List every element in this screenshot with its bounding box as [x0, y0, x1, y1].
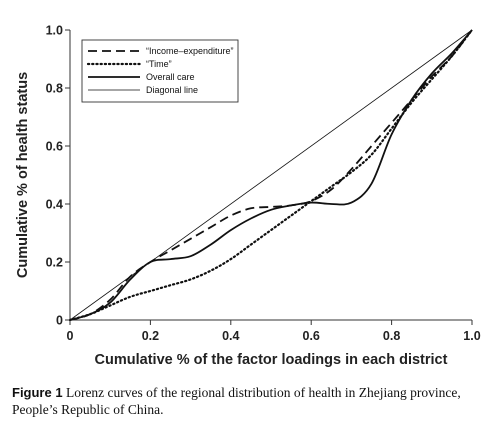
- y-axis-title: Cumulative % of health status: [15, 72, 31, 278]
- legend-label-diagonal-line: Diagonal line: [146, 85, 198, 95]
- x-tick-label: 1.0: [463, 329, 480, 343]
- legend: “Income–expenditure” “Time” Overall care Di…: [81, 39, 239, 103]
- legend-label-overall-care: Overall care: [146, 72, 195, 82]
- legend-label-time: “Time”: [146, 59, 172, 69]
- y-tick-label: 0: [56, 314, 63, 328]
- figure-caption: Figure 1 Lorenz curves of the regional d…: [12, 384, 490, 418]
- axis-ticks: 0 0.2 0.4 0.6 0.8 1.0 0 0.2 0.4 0.6 0.8 1.0: [46, 24, 481, 344]
- series-layer: [68, 28, 474, 322]
- series-line-income-expenditure: [69, 29, 473, 321]
- y-tick-label: 1.0: [46, 24, 63, 38]
- series-line-overall-care: [69, 29, 473, 321]
- y-tick-label: 0.6: [46, 140, 63, 154]
- plot-frame: [69, 30, 472, 321]
- y-tick-label: 0.4: [46, 198, 63, 212]
- y-tick-label: 0.2: [46, 256, 63, 270]
- x-tick-label: 0.4: [222, 329, 239, 343]
- series-line-diagonal-line: [69, 29, 473, 321]
- x-tick-label: 0.8: [383, 329, 400, 343]
- x-axis-title: Cumulative % of the factor loadings in e…: [95, 352, 448, 368]
- legend-label-income-expenditure: “Income–expenditure”: [146, 46, 234, 56]
- figure-caption-text: Lorenz curves of the regional distributi…: [12, 385, 461, 417]
- y-tick-label: 0.8: [46, 82, 63, 96]
- x-tick-label: 0.2: [142, 329, 159, 343]
- figure-label: Figure 1: [12, 385, 63, 400]
- x-tick-label: 0: [67, 329, 74, 343]
- lorenz-chart: 0 0.2 0.4 0.6 0.8 1.0 0 0.2 0.4 0.6 0.8 1.0 “Income…: [15, 24, 481, 369]
- x-tick-label: 0.6: [303, 329, 320, 343]
